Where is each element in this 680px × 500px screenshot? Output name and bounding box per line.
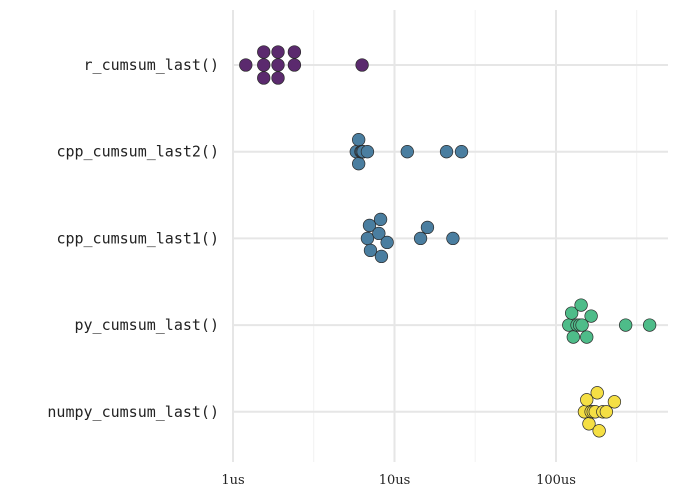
data-point (239, 58, 253, 72)
category-label: numpy_cumsum_last() (47, 403, 219, 421)
data-point (599, 405, 613, 419)
x-tick-label: 100us (536, 473, 576, 488)
data-point (362, 218, 377, 233)
data-point (566, 330, 580, 344)
x-axis-tick-labels: 1us 10us 100us (221, 473, 576, 488)
data-point (590, 386, 604, 400)
data-point (580, 330, 594, 344)
data-point (619, 318, 633, 332)
category-label: cpp_cumsum_last1() (56, 229, 219, 247)
data-point (607, 395, 622, 409)
data-point (400, 145, 414, 159)
data-point (257, 71, 271, 85)
data-point (420, 220, 435, 235)
data-points (239, 45, 657, 438)
data-point (355, 58, 369, 72)
data-point (360, 145, 375, 159)
data-point (271, 58, 285, 72)
data-point (373, 212, 388, 227)
data-point (287, 58, 302, 72)
data-point (372, 226, 386, 241)
data-point (363, 243, 378, 258)
x-tick-label: 10us (379, 473, 411, 488)
data-point (271, 45, 285, 59)
data-point (257, 45, 271, 59)
data-point (257, 58, 271, 72)
data-point (380, 235, 394, 250)
data-point (352, 133, 366, 147)
x-tick-label: 1us (221, 473, 244, 488)
data-point (352, 157, 366, 171)
data-point (413, 231, 428, 246)
data-point (374, 249, 389, 264)
category-label: cpp_cumsum_last2() (56, 143, 219, 161)
data-point (642, 318, 657, 332)
data-point (574, 298, 588, 312)
data-point (439, 145, 454, 159)
data-point (454, 145, 469, 159)
category-labels: r_cumsum_last() cpp_cumsum_last2() cpp_cum… (47, 56, 219, 421)
data-point (575, 318, 589, 332)
data-point (287, 45, 302, 59)
data-point (565, 306, 579, 320)
data-point (360, 231, 375, 246)
data-point (584, 309, 598, 323)
category-label: py_cumsum_last() (75, 316, 220, 334)
data-point (446, 231, 460, 246)
data-point (271, 71, 285, 85)
data-point (580, 393, 594, 407)
data-point (592, 424, 606, 438)
category-label: r_cumsum_last() (84, 56, 219, 74)
